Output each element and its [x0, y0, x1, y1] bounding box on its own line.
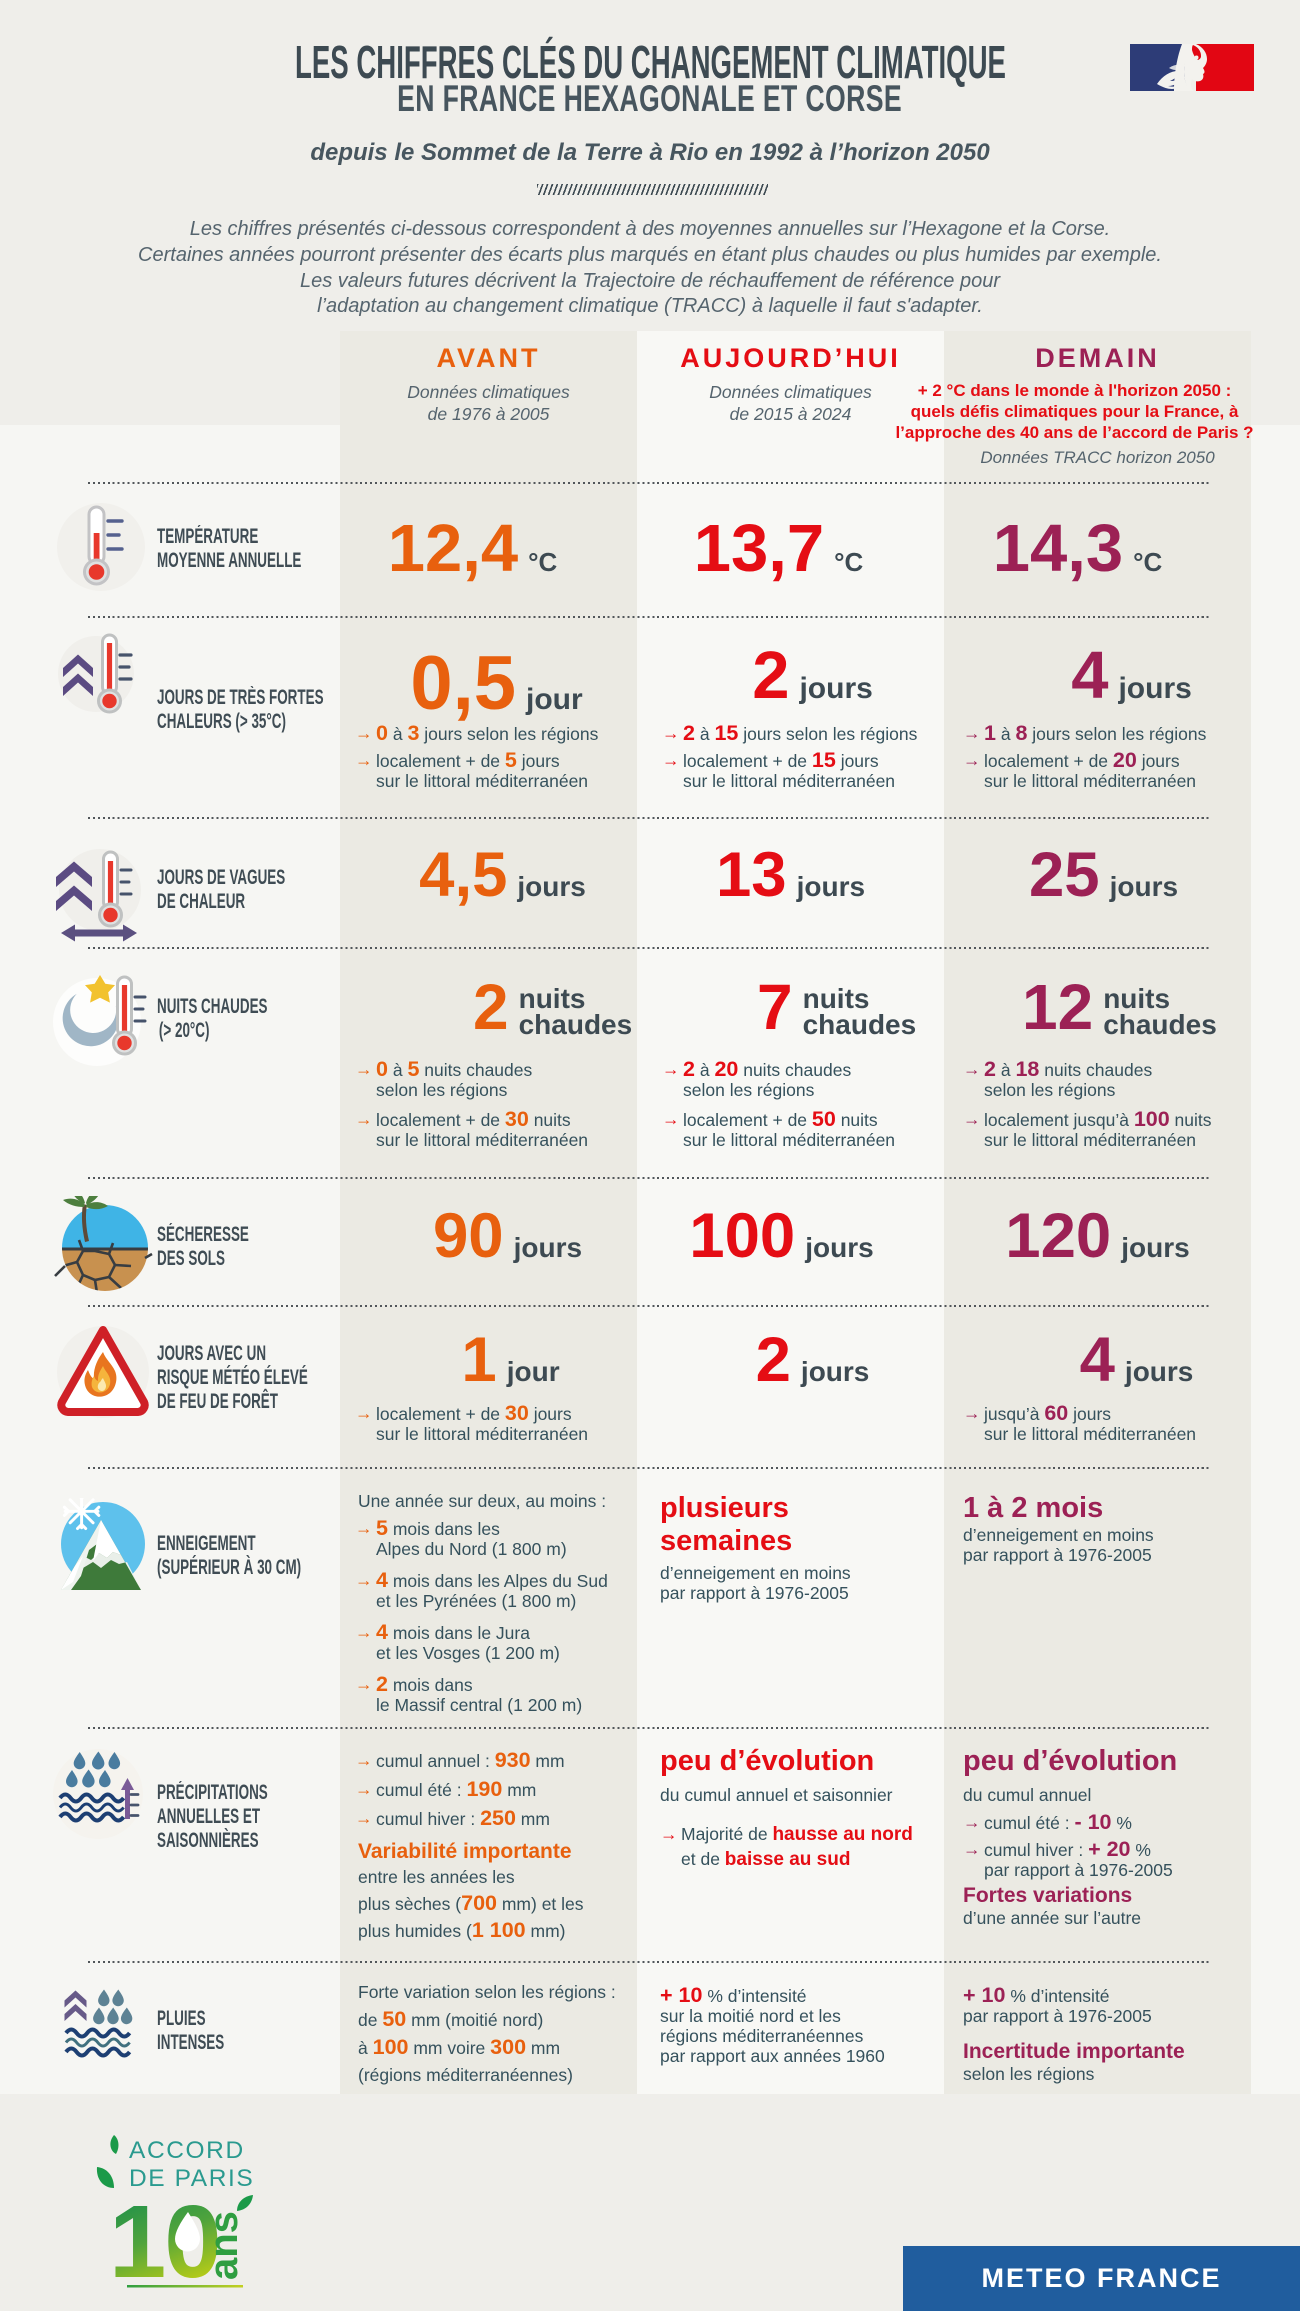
svg-text:DE PARIS: DE PARIS	[129, 2165, 254, 2192]
svg-text:ACCORD: ACCORD	[129, 2137, 245, 2164]
svg-text:ans: ans	[202, 2211, 246, 2280]
svg-text:10: 10	[109, 2184, 220, 2299]
